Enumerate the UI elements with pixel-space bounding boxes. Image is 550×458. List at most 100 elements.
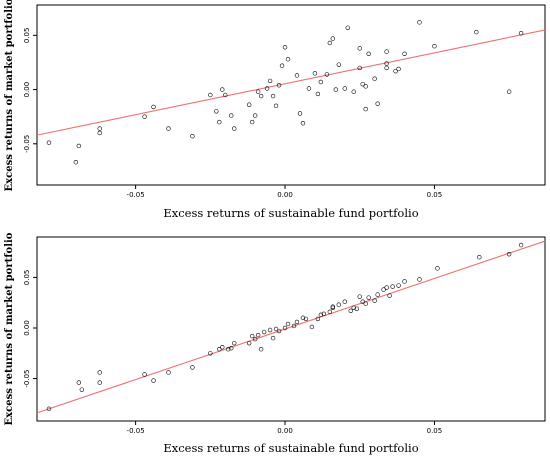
- data-point: [300, 315, 306, 321]
- data-point: [351, 305, 356, 310]
- data-point: [327, 40, 333, 46]
- bottom-x-axis-label: Excess returns of sustainable fund portf…: [163, 441, 418, 455]
- data-point: [267, 78, 273, 84]
- data-point: [270, 335, 276, 341]
- data-point: [73, 160, 79, 165]
- data-point: [393, 68, 398, 74]
- data-point: [261, 329, 267, 335]
- y-tick-label: 0.00: [23, 320, 31, 336]
- data-point: [255, 89, 261, 94]
- data-point: [384, 49, 389, 54]
- data-point: [276, 328, 282, 334]
- data-point: [372, 76, 377, 81]
- data-point: [249, 333, 255, 339]
- data-point: [348, 308, 353, 314]
- data-point: [363, 106, 368, 112]
- data-point: [166, 370, 171, 375]
- data-point: [366, 51, 371, 56]
- data-point: [249, 119, 255, 125]
- data-point: [217, 347, 222, 352]
- data-point: [258, 347, 264, 352]
- bottom-scatter-points: [46, 242, 524, 412]
- data-point: [190, 365, 195, 370]
- data-point: [270, 93, 276, 99]
- data-point: [315, 316, 321, 322]
- data-point: [327, 309, 333, 315]
- data-point: [366, 295, 371, 300]
- data-point: [330, 304, 336, 309]
- data-point: [214, 109, 219, 114]
- data-point: [321, 311, 327, 317]
- data-point: [357, 65, 362, 71]
- data-point: [417, 20, 422, 25]
- data-point: [396, 283, 401, 288]
- data-point: [336, 302, 342, 307]
- data-point: [402, 51, 407, 56]
- data-point: [226, 347, 231, 352]
- data-point: [246, 340, 252, 346]
- data-point: [79, 387, 85, 392]
- data-point: [312, 71, 318, 76]
- data-point: [255, 332, 261, 338]
- data-point: [324, 72, 330, 77]
- data-point: [279, 63, 285, 68]
- data-point: [506, 89, 512, 94]
- data-point: [220, 344, 225, 350]
- data-point: [318, 312, 324, 318]
- data-point: [217, 119, 222, 125]
- data-point: [303, 316, 309, 322]
- bottom-x-axis: -0.05 0.00 0.05: [127, 421, 443, 435]
- data-point: [345, 25, 350, 30]
- data-point: [97, 370, 102, 375]
- data-point: [384, 65, 389, 71]
- x-tick-label: 0.05: [427, 427, 443, 435]
- data-point: [417, 277, 422, 282]
- y-tick-label: 0.05: [23, 28, 31, 44]
- data-point: [357, 294, 362, 299]
- x-tick-label: 0.05: [427, 191, 443, 199]
- data-point: [229, 346, 234, 351]
- data-point: [297, 111, 303, 116]
- data-point: [435, 266, 440, 271]
- y-tick-label: 0.00: [23, 82, 31, 98]
- data-point: [387, 293, 392, 298]
- data-point: [381, 287, 386, 292]
- data-point: [396, 66, 401, 72]
- data-point: [518, 242, 524, 248]
- data-point: [402, 279, 407, 284]
- data-point: [477, 255, 482, 260]
- data-point: [330, 36, 336, 41]
- data-point: [309, 324, 315, 330]
- data-point: [252, 113, 258, 118]
- data-point: [318, 79, 324, 85]
- data-point: [282, 325, 288, 331]
- data-point: [375, 292, 380, 297]
- data-point: [273, 326, 279, 332]
- data-point: [166, 126, 171, 131]
- data-point: [474, 29, 479, 35]
- data-point: [351, 89, 356, 94]
- data-point: [360, 81, 365, 87]
- data-point: [354, 306, 359, 311]
- data-point: [294, 73, 300, 78]
- data-point: [282, 45, 288, 50]
- x-tick-label: -0.05: [127, 191, 145, 199]
- data-point: [342, 299, 347, 304]
- data-point: [390, 284, 395, 289]
- data-point: [252, 336, 258, 342]
- top-regression-line: [36, 29, 546, 136]
- data-point: [291, 323, 297, 329]
- top-y-axis-label: Excess returns of market portfolio: [4, 0, 15, 191]
- data-point: [97, 126, 102, 131]
- data-point: [300, 120, 306, 126]
- data-point: [246, 102, 252, 107]
- top-plot-frame: [36, 4, 546, 186]
- data-point: [357, 46, 362, 51]
- data-point: [46, 140, 52, 145]
- data-point: [360, 299, 365, 304]
- data-point: [276, 83, 282, 88]
- data-point: [258, 93, 264, 99]
- top-scatter-points: [46, 20, 524, 165]
- data-point: [372, 298, 377, 303]
